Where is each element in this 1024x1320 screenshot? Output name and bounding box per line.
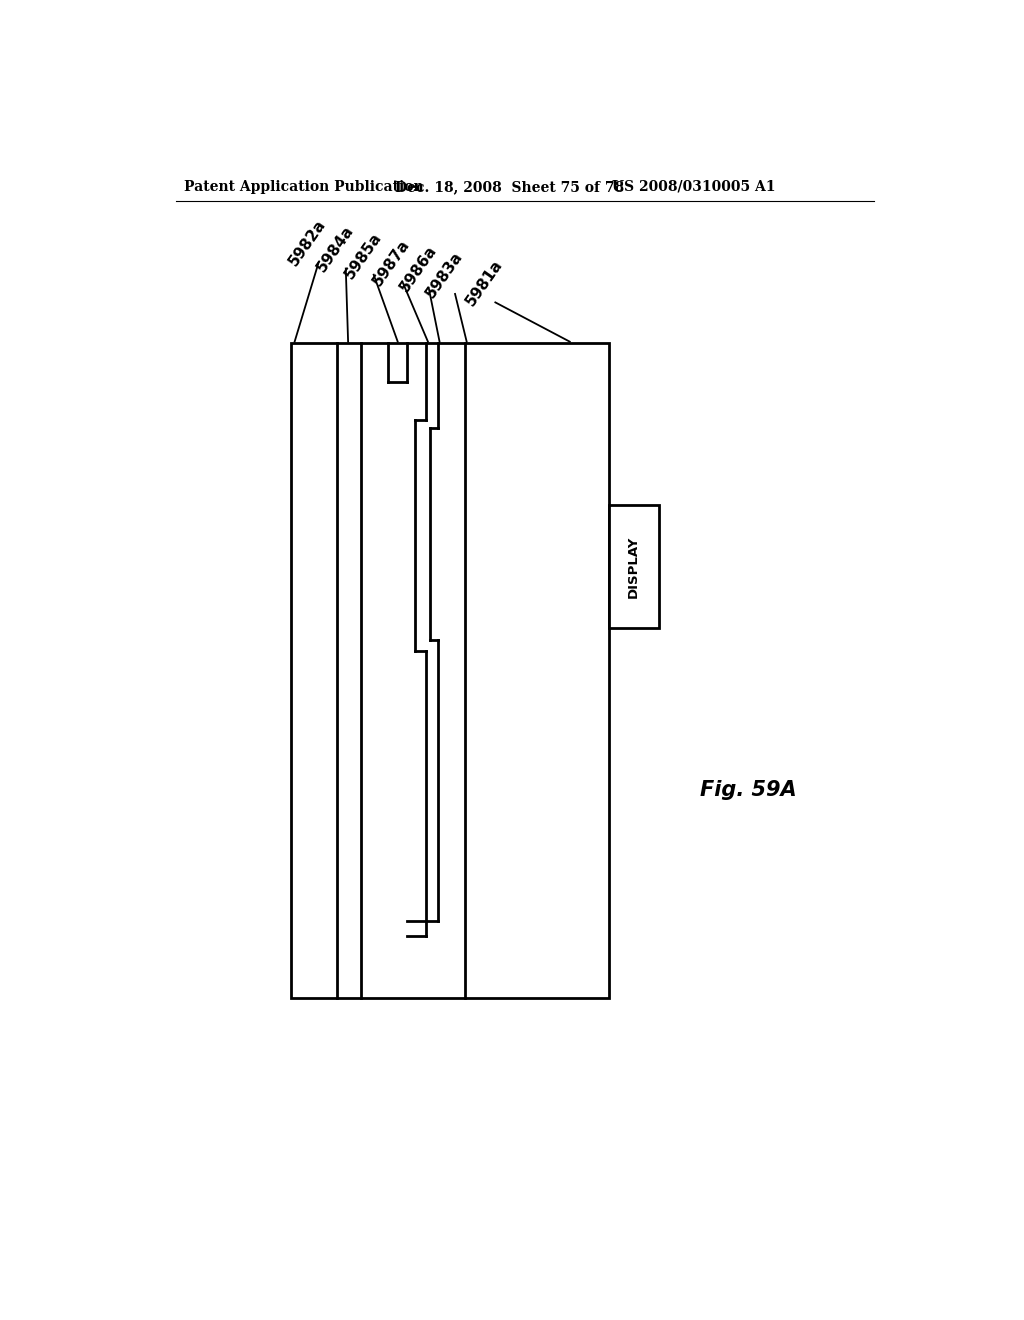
Text: 5984a: 5984a bbox=[313, 223, 356, 275]
Text: 5981a: 5981a bbox=[463, 257, 506, 309]
Text: DISPLAY: DISPLAY bbox=[627, 536, 640, 598]
Text: 5987a: 5987a bbox=[371, 236, 413, 288]
Text: Patent Application Publication: Patent Application Publication bbox=[183, 180, 424, 194]
Text: Dec. 18, 2008  Sheet 75 of 78: Dec. 18, 2008 Sheet 75 of 78 bbox=[395, 180, 625, 194]
Text: US 2008/0310005 A1: US 2008/0310005 A1 bbox=[612, 180, 776, 194]
Text: Fig. 59A: Fig. 59A bbox=[699, 780, 797, 800]
Text: 5985a: 5985a bbox=[342, 230, 384, 281]
Text: 5982a: 5982a bbox=[287, 216, 329, 269]
Text: 5986a: 5986a bbox=[396, 243, 439, 294]
Bar bbox=[291, 343, 608, 998]
Bar bbox=[608, 506, 658, 628]
Text: 5983a: 5983a bbox=[423, 248, 466, 301]
